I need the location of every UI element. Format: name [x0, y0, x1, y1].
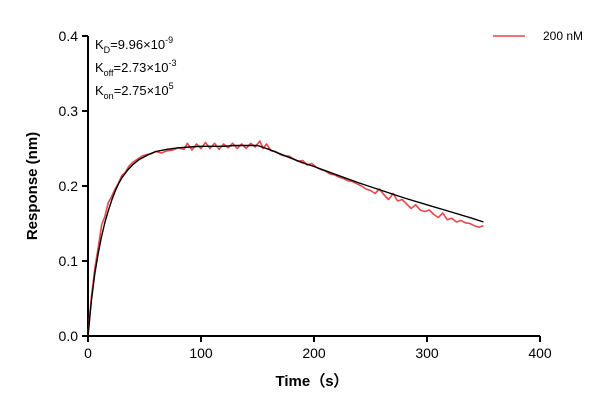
koff-value: =2.73×10 — [114, 60, 169, 75]
kd-sub: D — [104, 45, 111, 55]
y-tick-label: 0.2 — [59, 178, 79, 194]
y-tick-label: 0.4 — [59, 28, 79, 44]
x-tick-label: 100 — [189, 345, 213, 361]
kd-exp: -9 — [165, 35, 173, 45]
axes — [87, 36, 540, 337]
kon-annotation: Kon=2.75×105 — [95, 81, 174, 101]
kd-base: K — [95, 37, 104, 52]
kon-exp: 5 — [169, 81, 174, 91]
kd-value: =9.96×10 — [110, 37, 165, 52]
series-layer — [87, 140, 484, 337]
y-tick-label: 0.1 — [59, 253, 79, 269]
y-axis-title: Response (nm) — [24, 132, 41, 240]
x-tick-label: 300 — [415, 345, 439, 361]
koff-exp: -3 — [168, 58, 176, 68]
x-ticks: 0 100 200 300 400 — [84, 336, 552, 361]
kon-value: =2.75×10 — [114, 83, 169, 98]
kinetic-constants: KD=9.96×10-9 Koff=2.73×10-3 Kon=2.75×105 — [95, 35, 176, 101]
x-tick-label: 200 — [302, 345, 326, 361]
koff-sub: off — [104, 68, 114, 78]
series-line-200nm — [87, 140, 484, 337]
x-tick-label: 400 — [528, 345, 552, 361]
legend-label: 200 nM — [543, 29, 583, 43]
koff-annotation: Koff=2.73×10-3 — [95, 58, 176, 78]
y-tick-label: 0.0 — [59, 328, 79, 344]
y-tick-label: 0.3 — [59, 103, 79, 119]
fit-curve-line — [87, 144, 484, 337]
koff-base: K — [95, 60, 104, 75]
x-tick-label: 0 — [84, 345, 92, 361]
kon-base: K — [95, 83, 104, 98]
legend: 200 nM — [493, 29, 583, 43]
kon-sub: on — [104, 91, 114, 101]
kd-annotation: KD=9.96×10-9 — [95, 35, 173, 55]
x-axis-title: Time（s） — [275, 372, 348, 390]
y-ticks: 0.0 0.1 0.2 0.3 0.4 — [59, 28, 88, 344]
